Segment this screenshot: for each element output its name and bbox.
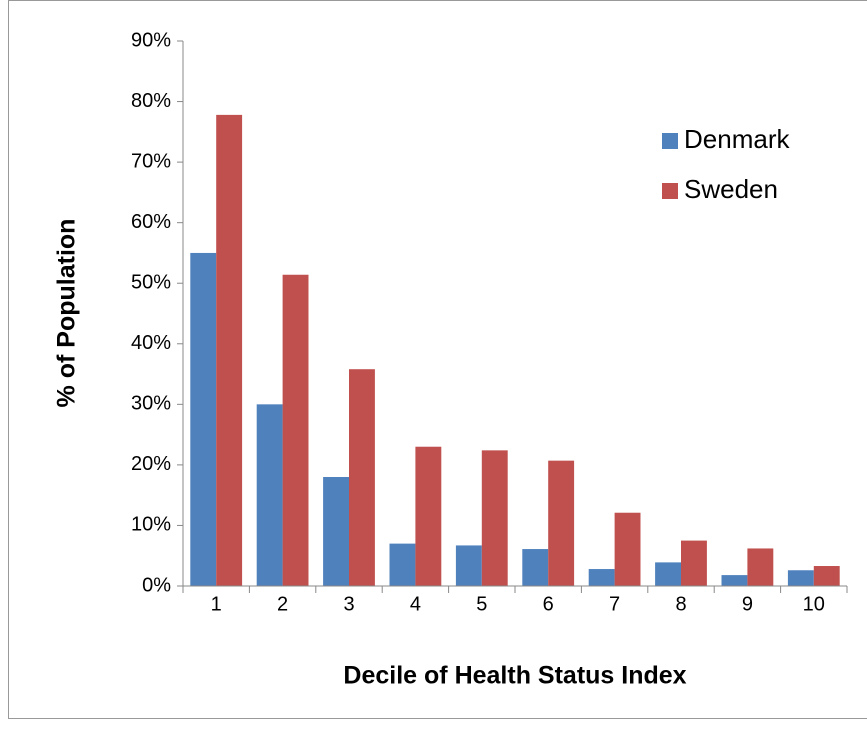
legend-swatch: [662, 183, 678, 199]
y-tick-label: 0%: [142, 574, 171, 596]
x-tick-label: 8: [675, 593, 686, 615]
bar: [349, 369, 375, 586]
y-tick-label: 90%: [131, 29, 171, 51]
bar: [323, 477, 349, 586]
bar: [813, 566, 840, 586]
y-tick-label: 30%: [131, 393, 171, 415]
bar: [721, 575, 748, 586]
legend-swatch: [662, 133, 678, 149]
y-axis-title: % of Population: [53, 219, 81, 408]
bar: [588, 569, 615, 586]
legend-label: Sweden: [684, 174, 778, 204]
x-tick-label: 2: [277, 593, 288, 615]
bar: [522, 549, 549, 586]
x-tick-label: 6: [543, 593, 554, 615]
x-tick-label: 1: [211, 593, 222, 615]
y-tick-label: 80%: [131, 90, 171, 112]
bar: [481, 450, 508, 586]
bar: [282, 274, 309, 586]
x-tick-label: 7: [609, 593, 620, 615]
chart-border: [8, 0, 867, 719]
y-tick-label: 60%: [131, 211, 171, 233]
bar: [190, 252, 217, 586]
bar: [216, 114, 243, 586]
bar: [681, 540, 707, 586]
y-tick-label: 40%: [131, 332, 171, 354]
x-tick-label: 10: [803, 593, 825, 615]
y-tick-label: 50%: [131, 272, 171, 294]
x-tick-label: 4: [410, 593, 421, 615]
y-tick-label: 70%: [131, 150, 171, 172]
bar: [389, 543, 416, 586]
bar: [415, 446, 442, 586]
x-tick-label: 9: [742, 593, 753, 615]
bar: [256, 404, 283, 586]
bar: [747, 548, 774, 586]
x-tick-label: 5: [476, 593, 487, 615]
legend-label: Denmark: [684, 124, 790, 154]
bar: [614, 512, 641, 586]
x-axis-title: Decile of Health Status Index: [343, 662, 686, 690]
bar: [548, 460, 575, 586]
x-tick-label: 3: [343, 593, 354, 615]
y-tick-label: 10%: [131, 514, 171, 536]
y-tick-label: 20%: [131, 453, 171, 475]
bar: [787, 570, 814, 586]
bar: [455, 545, 482, 586]
bar: [655, 562, 681, 586]
